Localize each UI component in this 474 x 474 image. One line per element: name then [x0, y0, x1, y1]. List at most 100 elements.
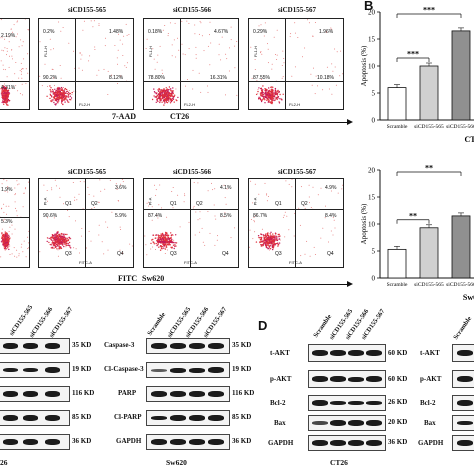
kd-label: 19 KD — [232, 365, 252, 373]
flow-plot-sw620-567: Q1 Q2 4.9% 86.7% 8.4% Q3 Q4 FITC-A PI-A — [248, 178, 344, 268]
kd-label: 85 KD — [72, 413, 92, 421]
y-tick-label: 20 — [368, 9, 376, 17]
blot-strip — [146, 410, 230, 426]
quadrant-pct: 87.4% — [148, 213, 163, 219]
protein-label: Cl-Caspase-3 — [104, 365, 144, 373]
blot-strip — [308, 344, 386, 362]
flow-axis-arrow — [0, 281, 353, 287]
quadrant-pct: 78.80% — [148, 75, 165, 81]
flow-plot-sw620-565: Q1 Q2 3.6% 90.6% 5.9% Q3 Q4 FITC-A PI-A — [38, 178, 134, 268]
bar — [419, 65, 439, 121]
protein-label: p-AKT — [270, 375, 292, 383]
x-tick-label: siCD155-566 — [446, 124, 474, 130]
protein-label: Bcl-2 — [270, 399, 286, 407]
blot-strip — [0, 434, 70, 450]
x-tick-label: siCD155-566 — [446, 282, 474, 288]
kd-label: 35 KD — [72, 341, 92, 349]
panel-letter-d: D — [258, 318, 268, 333]
y-tick-label: 20 — [368, 167, 376, 175]
protein-label: Cl-PARP — [114, 413, 142, 421]
y-tick-label: 0 — [372, 275, 376, 283]
x-axis-label: FL2-H — [184, 102, 196, 107]
blot-strip — [0, 386, 70, 402]
blot-strip — [0, 338, 70, 354]
protein-label: GAPDH — [268, 439, 294, 447]
blot-strip — [308, 435, 386, 451]
blot-strip — [452, 415, 474, 431]
flow-plot-ct26-partial: 2.19% 4.31% — [0, 18, 30, 110]
x-axis-label: FL2-H — [289, 102, 301, 107]
x-tick-label: siCD155-565 — [414, 282, 444, 288]
x-axis-label: FITC-A — [184, 260, 197, 265]
protein-label: Bax — [424, 419, 436, 427]
cell-line-label: Sw620 — [142, 274, 165, 283]
kd-label: 116 KD — [72, 389, 95, 397]
quadrant-label: Q3 — [65, 251, 72, 257]
flow-title: siCD155-566 — [172, 6, 212, 14]
bar — [387, 248, 407, 279]
quadrant-label: Q2 — [91, 201, 98, 207]
quadrant-pct: 2.19% — [1, 33, 16, 39]
y-tick-label: 10 — [368, 221, 376, 229]
quadrant-pct: 3.6% — [115, 185, 127, 191]
significance-label: *** — [407, 50, 419, 59]
blot-strip — [452, 344, 474, 362]
protein-label: t-AKT — [270, 349, 290, 357]
significance-label: ** — [425, 164, 433, 173]
y-tick-label: 5 — [372, 248, 376, 256]
blot-strip — [308, 395, 386, 411]
kd-label: 85 KD — [232, 413, 252, 421]
protein-label: Caspase-3 — [104, 341, 135, 349]
quadrant-pct: 4.1% — [220, 185, 232, 191]
kd-label: 19 KD — [72, 365, 92, 373]
quadrant-pct: 8.12% — [109, 75, 124, 81]
quadrant-label: Q1 — [170, 201, 177, 207]
flow-title: siCD155-567 — [277, 6, 317, 14]
quadrant-pct: 90.6% — [43, 213, 58, 219]
x-tick-label: Scramble — [387, 124, 408, 130]
flow-title: siCD155-565 — [67, 168, 107, 176]
cell-line-label: CT26 — [170, 112, 190, 121]
kd-label: 20 KD — [388, 418, 408, 426]
protein-label: GAPDH — [418, 439, 444, 447]
y-axis-label: PI-A — [147, 197, 153, 206]
flow-plot-ct26-565: 0.2% 1.48% 90.2% 8.12% FL2-H FL1-H — [38, 18, 134, 110]
y-axis-label: FL1-H — [43, 45, 49, 58]
quadrant-pct: 5.3% — [1, 219, 13, 225]
x-axis-label: FL2-H — [79, 102, 91, 107]
x-tick-label: Scramble — [387, 282, 408, 288]
blot-caption: Sw620 — [166, 458, 187, 467]
chart-x-label: CT26 — [464, 135, 474, 144]
scatter-dots — [0, 179, 29, 258]
quadrant-label: Q1 — [275, 201, 282, 207]
blot-strip — [452, 395, 474, 411]
blot-strip — [452, 435, 474, 451]
y-axis-label: FL1-H — [148, 45, 154, 58]
y-tick-label: 5 — [372, 90, 376, 98]
quadrant-pct: 1.9% — [1, 187, 13, 193]
chart-x-label: Sw620 — [463, 293, 474, 302]
quadrant-label: Q2 — [301, 201, 308, 207]
quadrant-pct: 8.5% — [220, 213, 232, 219]
quadrant-pct: 86.7% — [253, 213, 268, 219]
quadrant-pct: 87.55% — [253, 75, 270, 81]
blot-strip — [146, 338, 230, 354]
y-axis-label: PI-A — [252, 197, 258, 206]
blot-strip — [146, 362, 230, 378]
x-axis-label: FITC-A — [79, 260, 92, 265]
flow-axis-label: 7-AAD — [112, 112, 136, 121]
significance-label: *** — [423, 6, 435, 15]
y-tick-label: 15 — [368, 194, 376, 202]
scatter-dots — [144, 182, 236, 256]
kd-label: 60 KD — [388, 349, 408, 357]
flow-title: siCD155-565 — [67, 6, 107, 14]
protein-label: t-AKT — [420, 349, 440, 357]
protein-label: GAPDH — [116, 437, 142, 445]
quadrant-pct: 16.31% — [210, 75, 227, 81]
bar — [419, 227, 439, 279]
kd-label: 60 KD — [388, 375, 408, 383]
y-axis-label: PI-A — [42, 197, 48, 206]
kd-label: 36 KD — [72, 437, 92, 445]
blot-strip — [0, 410, 70, 426]
flow-plot-sw620-partial: 1.9% 5.3% — [0, 178, 30, 268]
